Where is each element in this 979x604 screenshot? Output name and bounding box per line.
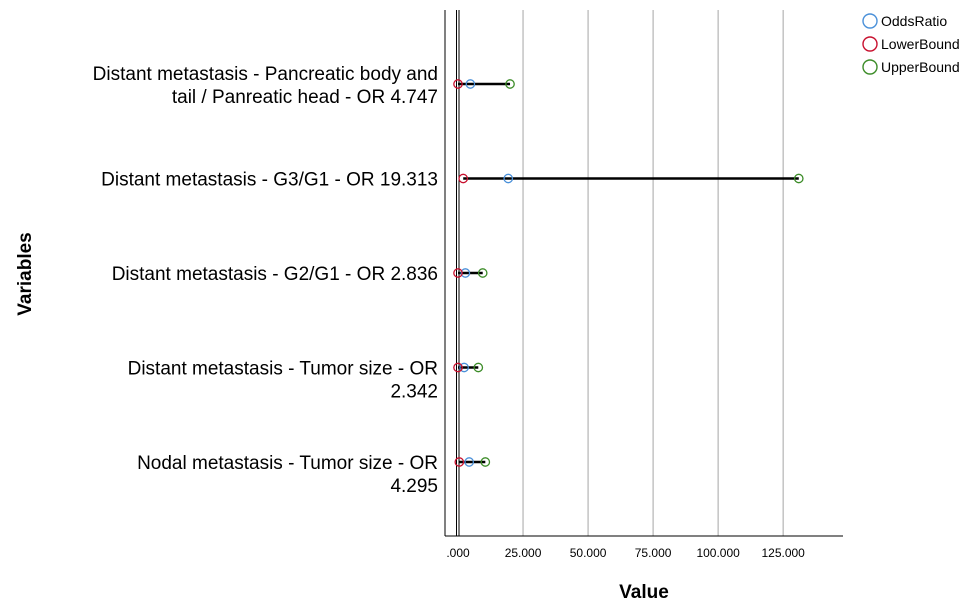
upperbound-point [793, 173, 804, 184]
x-tick-labels: .000 25.000 50.000 75.000 100.000 125.000 [446, 546, 805, 560]
x-axis-title: Value [619, 582, 669, 603]
data-points [453, 79, 804, 467]
legend-marker [862, 13, 878, 29]
upperbound-point [473, 362, 484, 373]
category-label: Distant metastasis - G2/G1 - OR 2.836 [112, 264, 438, 285]
legend-label: LowerBound [881, 36, 960, 52]
legend-marker [862, 59, 878, 75]
legend-label: UpperBound [881, 59, 960, 75]
ci-whiskers [458, 82, 799, 464]
x-tick-label: 100.000 [696, 546, 740, 560]
x-tick-label: 75.000 [635, 546, 672, 560]
oddsratio-point [460, 268, 471, 278]
category-label: tail / Panreatic head - OR 4.747 [172, 87, 438, 108]
legend-marker [862, 36, 878, 52]
x-tick-label: .000 [446, 546, 470, 560]
oddsratio-point [459, 362, 469, 373]
grid-lines [522, 10, 784, 536]
upperbound-point [477, 268, 488, 278]
x-tick-label: 25.000 [505, 546, 542, 560]
y-axis-title: Variables [15, 232, 36, 315]
legend-label: OddsRatio [881, 13, 947, 29]
oddsratio-point [503, 173, 514, 184]
upperbound-point [480, 457, 491, 467]
x-tick-label: 50.000 [570, 546, 607, 560]
oddsratio-point [464, 457, 475, 467]
lowerbound-point [458, 173, 469, 184]
category-label: 4.295 [390, 476, 438, 497]
lowerbound-point [453, 79, 463, 89]
lowerbound-point [454, 457, 465, 467]
lowerbound-point [453, 362, 463, 373]
lowerbound-point [453, 268, 463, 278]
category-label: 2.342 [390, 382, 438, 403]
category-label: Distant metastasis - Tumor size - OR [128, 359, 438, 380]
oddsratio-point [465, 79, 476, 89]
y-category-labels: Distant metastasis - Pancreatic body and… [93, 64, 438, 497]
legend: OddsRatio LowerBound UpperBound [862, 13, 960, 75]
category-label: Nodal metastasis - Tumor size - OR [137, 453, 438, 474]
upperbound-point [505, 79, 515, 89]
category-label: Distant metastasis - Pancreatic body and [93, 64, 438, 85]
category-label: Distant metastasis - G3/G1 - OR 19.313 [101, 170, 438, 191]
x-tick-label: 125.000 [761, 546, 805, 560]
